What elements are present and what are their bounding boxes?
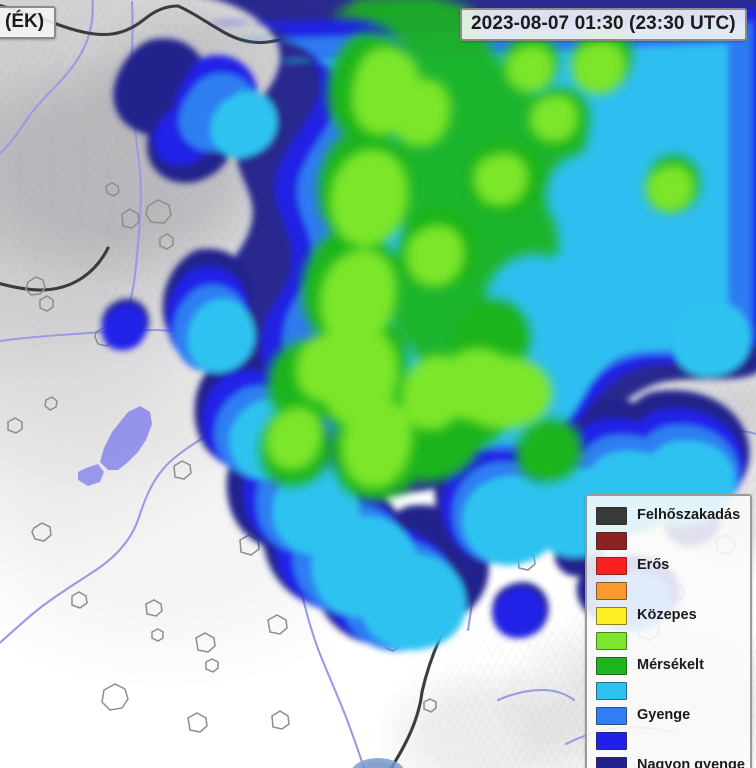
legend-row: Felhőszakadás [587, 503, 750, 528]
legend-row: Nagyon gyenge [587, 753, 750, 768]
legend-row [587, 678, 750, 703]
legend-color-swatch [596, 531, 627, 550]
legend-row [587, 628, 750, 653]
legend-row [587, 528, 750, 553]
lake-shape-small [78, 464, 104, 486]
legend-label: Erős [637, 557, 670, 574]
legend-row: Mérsékelt [587, 653, 750, 678]
legend-label: Gyenge [637, 707, 691, 724]
legend-color-swatch [596, 706, 627, 725]
legend-color-swatch [596, 681, 627, 700]
lake-shape [100, 406, 152, 470]
legend-label: Nagyon gyenge [637, 757, 745, 768]
legend-label: Felhőszakadás [637, 507, 741, 524]
legend-color-swatch [596, 606, 627, 625]
legend-row: Erős [587, 553, 750, 578]
intensity-legend: Felhőszakadás Erős Közepes Mérsékelt Gyenge N… [585, 494, 752, 768]
legend-label: Mérsékelt [637, 657, 704, 674]
bottom-toolbar-button[interactable] [351, 758, 405, 768]
legend-color-swatch [596, 581, 627, 600]
legend-row: Gyenge [587, 703, 750, 728]
legend-color-swatch [596, 756, 627, 768]
echo-level-bright-core [265, 41, 694, 488]
legend-color-swatch [596, 656, 627, 675]
legend-label: Közepes [637, 607, 697, 624]
legend-color-swatch [596, 731, 627, 750]
legend-row: Közepes [587, 603, 750, 628]
legend-row [587, 728, 750, 753]
legend-row [587, 578, 750, 603]
panel-orientation-label: (ÉK) [0, 6, 57, 39]
legend-color-swatch [596, 556, 627, 575]
timestamp-label: 2023-08-07 01:30 (23:30 UTC) [460, 8, 747, 41]
legend-color-swatch [596, 631, 627, 650]
legend-color-swatch [596, 506, 627, 525]
